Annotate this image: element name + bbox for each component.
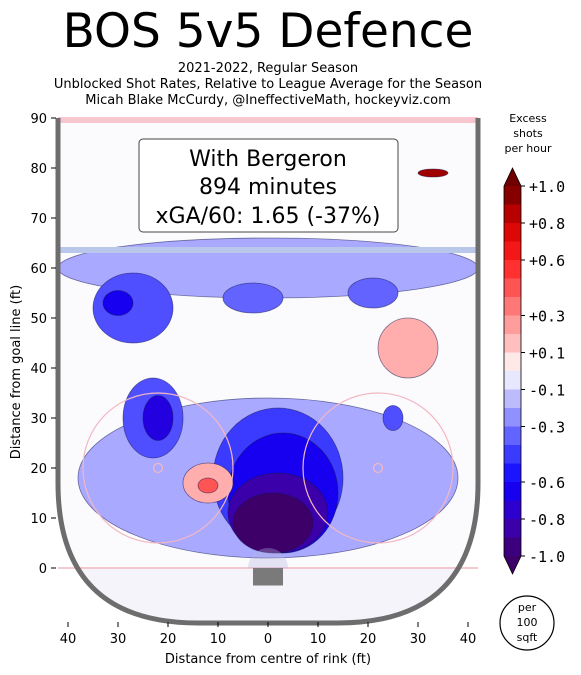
colorbar-band-12 <box>504 408 521 427</box>
colorbar-tick-label-0: +1.0 <box>529 178 565 196</box>
colorbar-band-15 <box>504 463 521 483</box>
heat-region-3 <box>102 290 134 316</box>
unit-badge-line-2: 100 <box>517 616 538 629</box>
heat-region-5 <box>347 277 399 309</box>
y-tick-label-0: 0 <box>39 562 47 577</box>
colorbar-band-18 <box>504 519 521 538</box>
colorbar-title-line-3: per hour <box>505 142 552 155</box>
colorbar-band-8 <box>504 334 521 353</box>
y-tick-label-90: 90 <box>30 112 47 127</box>
colorbar-band-17 <box>504 500 521 520</box>
x-tick-label-6: 20 <box>360 632 377 647</box>
heat-region-7 <box>142 395 174 441</box>
colorbar: Excess shots per hour +1.0 +0.8 +0.6 +0.3 +0… <box>503 112 565 575</box>
colorbar-tick-label-2: +0.6 <box>529 252 565 270</box>
colorbar-band-14 <box>504 445 521 464</box>
chart-subtitle: 2021-2022, Regular Season Unblocked Shot… <box>0 61 536 109</box>
axes: 0 10 20 30 40 50 60 70 80 90 40 30 20 10 0 10 20 30 40 <box>30 112 476 647</box>
unit-badge: per 100 sqft <box>499 595 555 651</box>
heat-region-15 <box>197 477 219 494</box>
colorbar-band-6 <box>504 297 521 316</box>
colorbar-band-16 <box>504 482 521 501</box>
y-axis-label: Distance from goal line (ft) <box>9 285 24 459</box>
colorbar-tick-label-4: +0.1 <box>529 345 565 363</box>
faceoff-dot-right <box>372 462 384 474</box>
colorbar-tick-label-8: -0.8 <box>529 511 565 529</box>
colorbar-title-line-1: Excess <box>509 112 547 125</box>
heat-region-4 <box>222 282 284 314</box>
colorbar-tick-label-5: -0.1 <box>529 382 565 400</box>
y-tick-label-80: 80 <box>30 162 47 177</box>
heat-region-16 <box>417 168 449 178</box>
unit-badge-line-1: per <box>518 601 537 614</box>
blue-line <box>58 247 478 253</box>
faceoff-circle-left <box>82 392 234 544</box>
colorbar-bottom-arrow <box>504 556 521 574</box>
y-tick-label-70: 70 <box>30 212 47 227</box>
colorbar-band-3 <box>504 241 521 261</box>
subtitle-line-description: Unblocked Shot Rates, Relative to League… <box>53 77 483 92</box>
colorbar-band-4 <box>504 260 521 279</box>
colorbar-tick-label-1: +0.8 <box>529 215 565 233</box>
colorbar-tick-label-7: -0.6 <box>529 474 565 492</box>
heat-region-13 <box>377 317 439 379</box>
colorbar-band-5 <box>504 278 521 298</box>
red-line <box>58 117 478 123</box>
colorbar-band-2 <box>504 223 521 242</box>
faceoff-dot-left <box>152 462 164 474</box>
x-tick-label-1: 30 <box>110 632 127 647</box>
unit-badge-line-3: sqft <box>517 631 538 644</box>
heat-region-2 <box>92 272 174 344</box>
heat-region-8 <box>382 405 404 431</box>
info-line-xga: xGA/60: 1.65 (-37%) <box>156 204 381 229</box>
y-tick-label-20: 20 <box>30 462 47 477</box>
y-tick-label-10: 10 <box>30 512 47 527</box>
x-axis-label: Distance from centre of rink (ft) <box>165 652 371 667</box>
x-tick-label-7: 30 <box>410 632 427 647</box>
x-tick-label-3: 10 <box>210 632 227 647</box>
info-box: With Bergeron 894 minutes xGA/60: 1.65 (… <box>138 138 399 233</box>
x-tick-label-2: 20 <box>160 632 177 647</box>
x-tick-label-8: 40 <box>460 632 477 647</box>
x-tick-label-0: 40 <box>60 632 77 647</box>
x-tick-label-5: 10 <box>310 632 327 647</box>
colorbar-title-line-2: shots <box>513 127 543 140</box>
info-line-player: With Bergeron <box>189 147 347 172</box>
y-tick-label-40: 40 <box>30 362 47 377</box>
colorbar-band-10 <box>504 371 521 390</box>
colorbar-band-7 <box>504 315 521 335</box>
colorbar-band-11 <box>504 389 521 409</box>
goal-net <box>253 568 283 586</box>
colorbar-band-13 <box>504 426 521 446</box>
subtitle-line-author: Micah Blake McCurdy, @IneffectiveMath, h… <box>85 93 451 108</box>
heat-region-12 <box>232 492 314 554</box>
chart-title: BOS 5v5 Defence <box>62 4 474 59</box>
subtitle-line-season: 2021-2022, Regular Season <box>177 61 359 76</box>
colorbar-tick-label-6: -0.3 <box>529 419 565 437</box>
colorbar-top-arrow <box>504 168 521 186</box>
colorbar-band-9 <box>504 352 521 372</box>
goal-crease <box>248 548 288 568</box>
colorbar-band-0 <box>504 186 521 205</box>
info-line-minutes: 894 minutes <box>199 175 337 200</box>
faceoff-circle-right <box>302 392 454 544</box>
y-tick-label-50: 50 <box>30 312 47 327</box>
y-tick-label-30: 30 <box>30 412 47 427</box>
colorbar-band-1 <box>504 204 521 224</box>
colorbar-band-19 <box>504 537 521 557</box>
y-tick-label-60: 60 <box>30 262 47 277</box>
colorbar-tick-label-3: +0.3 <box>529 308 565 326</box>
colorbar-tick-label-9: -1.0 <box>529 548 565 566</box>
x-tick-label-4: 0 <box>264 632 272 647</box>
